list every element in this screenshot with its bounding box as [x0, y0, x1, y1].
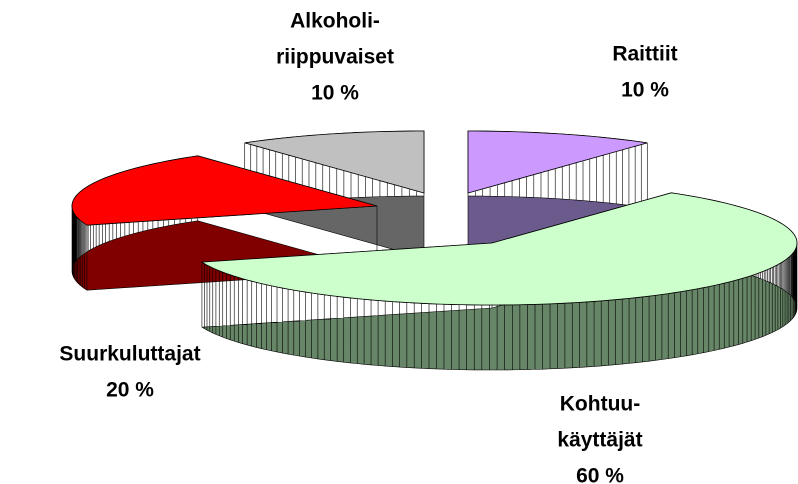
slice-value-label: 10 % [311, 82, 359, 105]
slice-label: käyttäjät [557, 429, 642, 452]
pie-slice [467, 130, 648, 259]
slice-label: Raittiit [612, 43, 677, 66]
slice-top [244, 130, 425, 194]
slice-label: Alkoholi- [290, 10, 380, 33]
slice-top [200, 192, 798, 306]
slice-label: Suurkuluttajat [59, 343, 200, 366]
slice-top [71, 155, 378, 226]
slice-label: Kohtuu- [560, 393, 640, 416]
slice-top [467, 130, 648, 194]
slice-value-label: 10 % [621, 79, 669, 102]
slice-value-label: 60 % [576, 465, 624, 484]
pie-slice [200, 192, 798, 371]
slice-value-label: 20 % [106, 379, 154, 402]
slice-label: riippuvaiset [276, 46, 394, 69]
